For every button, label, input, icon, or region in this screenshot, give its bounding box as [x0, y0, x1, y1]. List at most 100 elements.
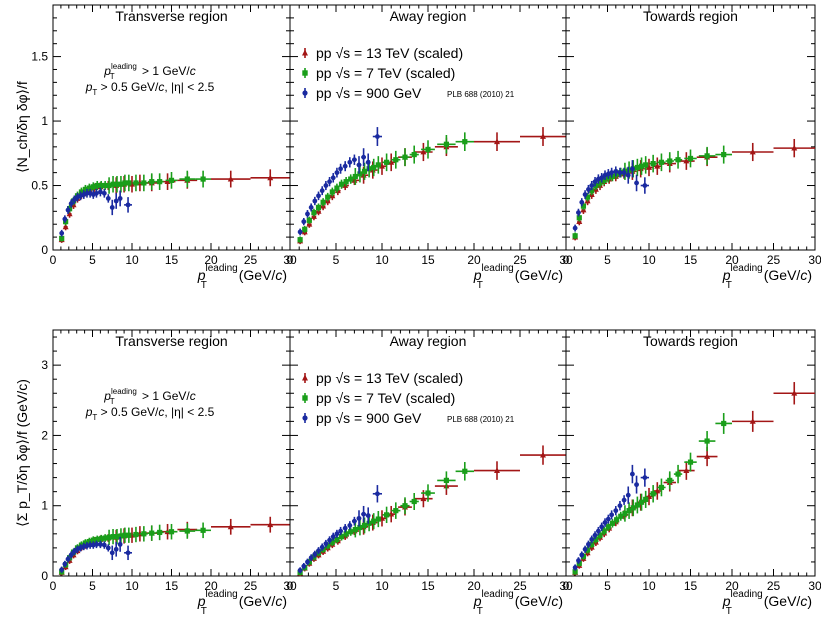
triangle-marker	[683, 467, 690, 473]
legend-label: pp √s = 13 TeV (scaled)	[316, 370, 463, 386]
square-marker	[462, 139, 468, 145]
data-point	[698, 431, 716, 452]
x-tick-label: 10	[375, 253, 389, 267]
x-label-sub: T	[201, 280, 207, 291]
data-point	[352, 168, 358, 185]
square-marker	[102, 182, 108, 189]
data-point	[576, 214, 582, 222]
triangle-marker	[683, 157, 690, 164]
triangle-marker	[227, 523, 234, 530]
square-marker	[622, 510, 628, 517]
circle-marker	[327, 537, 332, 543]
square-marker	[667, 158, 673, 164]
square-marker	[597, 180, 603, 186]
square-marker	[348, 529, 354, 535]
data-point	[327, 536, 332, 545]
data-point	[347, 157, 353, 168]
data-point	[599, 522, 605, 531]
square-marker	[584, 547, 591, 553]
data-point	[589, 535, 595, 544]
data-point	[109, 545, 115, 561]
x-label-p: p	[722, 593, 731, 609]
cut-p: p	[103, 389, 111, 403]
cut2-sub: T	[92, 88, 97, 97]
data-point	[421, 484, 435, 502]
circle-marker	[592, 179, 598, 185]
x-label-p: p	[197, 593, 206, 609]
data-point	[579, 198, 585, 207]
data-point	[334, 529, 340, 538]
data-point	[348, 174, 354, 184]
circle-marker	[365, 159, 371, 165]
square-marker	[110, 534, 116, 540]
data-point	[773, 138, 815, 158]
data-point	[65, 555, 71, 563]
triangle-marker	[540, 451, 546, 458]
x-axis-label: pleading T (GeV/c)	[197, 263, 287, 291]
square-marker	[343, 531, 349, 537]
data-point	[602, 518, 608, 527]
square-marker	[650, 161, 656, 167]
square-marker	[643, 496, 649, 502]
circle-marker	[599, 524, 605, 530]
data-point	[113, 193, 119, 209]
square-marker	[311, 210, 317, 216]
data-point	[579, 551, 585, 559]
square-marker	[348, 176, 354, 182]
data-point	[715, 413, 732, 434]
region-title: Towards region	[643, 8, 738, 24]
x-label-p: p	[722, 267, 731, 283]
triangle-marker	[420, 495, 427, 502]
data-point	[330, 173, 336, 183]
square-marker	[126, 180, 132, 186]
data-point	[613, 166, 619, 177]
square-marker	[338, 181, 345, 187]
data-point	[98, 540, 103, 549]
circle-marker	[576, 558, 581, 563]
square-marker	[94, 182, 100, 189]
circle-marker	[589, 537, 595, 542]
square-marker	[667, 477, 673, 484]
x-label-unit: (GeV/	[511, 267, 552, 283]
data-point	[634, 174, 639, 192]
square-marker	[462, 468, 468, 474]
cut-value: > 1 GeV/	[139, 389, 191, 403]
x-axis-label: pleading T (GeV/c)	[722, 589, 812, 617]
circle-marker	[101, 542, 107, 548]
square-marker	[704, 438, 710, 444]
data-point	[62, 560, 68, 568]
cut2-p: p	[85, 80, 93, 94]
series-13TeV	[297, 445, 566, 577]
square-marker	[168, 529, 175, 535]
x-label-unit: (GeV/	[511, 593, 552, 609]
data-point	[649, 485, 657, 503]
circle-marker	[301, 219, 307, 225]
data-point	[643, 156, 649, 174]
data-point	[684, 452, 697, 472]
x-tick-label: 25	[767, 253, 781, 267]
data-point	[59, 566, 65, 573]
data-point	[599, 173, 605, 183]
series-900GeV	[59, 536, 132, 573]
square-marker	[90, 184, 96, 190]
x-tick-label: 20	[725, 579, 739, 593]
circle-marker	[338, 528, 343, 534]
data-point	[732, 142, 774, 162]
data-point	[622, 505, 628, 522]
data-point	[634, 158, 640, 177]
data-point	[297, 236, 303, 243]
data-point	[400, 497, 410, 515]
data-point	[250, 169, 290, 187]
x-label-sup: leading	[730, 263, 762, 274]
data-point	[361, 505, 366, 523]
x-tick-label: 20	[467, 579, 481, 593]
triangle-marker	[791, 390, 798, 396]
data-point	[409, 492, 419, 511]
x-tick-label: 5	[333, 579, 340, 593]
data-point	[334, 183, 340, 193]
square-marker	[601, 528, 607, 534]
data-point	[356, 510, 362, 527]
legend-label: pp √s = 7 TeV (scaled)	[316, 390, 455, 406]
legend-square-marker	[302, 395, 308, 401]
y-tick-label: 1	[41, 499, 48, 513]
